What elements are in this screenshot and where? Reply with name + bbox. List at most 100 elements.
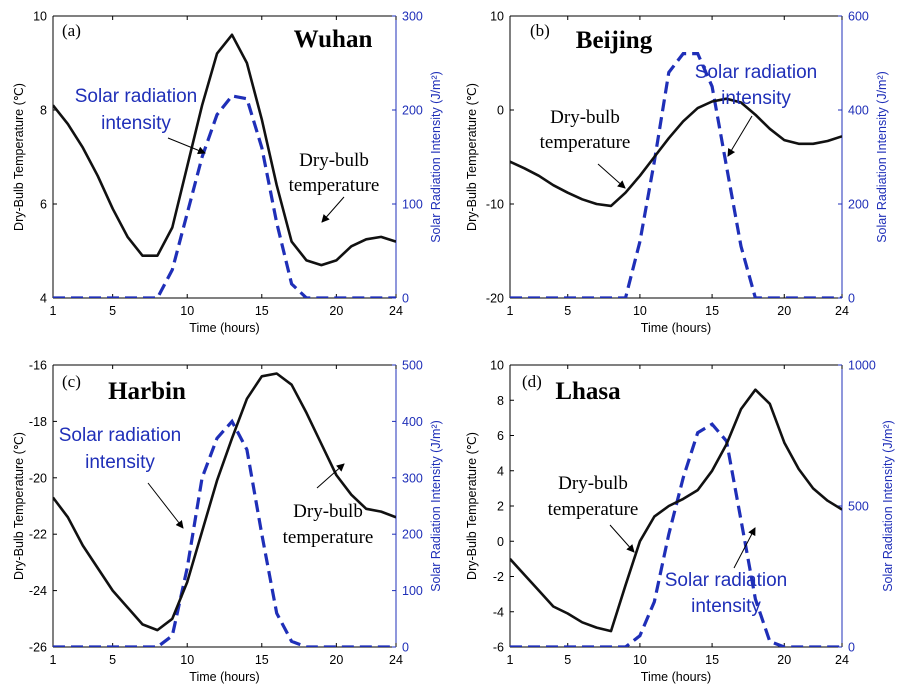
y-axis-label: Dry-Bulb Temperature (℃) [465, 432, 479, 580]
y-axis-label: Dry-Bulb Temperature (℃) [12, 432, 26, 580]
dry-bulb-temperature-line [510, 388, 842, 633]
annotation-text: temperature [283, 527, 374, 548]
y-tick-label: -24 [29, 584, 47, 598]
y2-tick-label: 500 [848, 500, 869, 514]
y2-tick-label: 200 [848, 198, 869, 212]
x-tick-label: 24 [835, 653, 849, 667]
y-tick-label: -2 [493, 570, 504, 584]
x-tick-label: 24 [389, 653, 403, 667]
y-tick-label: -20 [486, 292, 504, 306]
annotation-arrow [167, 137, 206, 155]
y-tick-label: -22 [29, 528, 47, 542]
y-tick-label: 10 [33, 10, 47, 24]
annotation-text: Solar radiation [665, 570, 788, 591]
x-tick-label: 10 [180, 304, 194, 318]
y2-axis-label: Solar Radiation Intensity (J/m²) [429, 420, 443, 592]
x-axis-label: Time (hours) [189, 670, 259, 684]
city-title: Beijing [576, 27, 653, 54]
y2-tick-label: 100 [402, 584, 423, 598]
x-tick-label: 15 [705, 304, 719, 318]
y-tick-label: 8 [40, 104, 47, 118]
annotation-text: intensity [721, 88, 791, 109]
y-tick-label: 4 [40, 292, 47, 306]
x-tick-label: 5 [564, 304, 571, 318]
y-axis-label: Dry-Bulb Temperature (℃) [12, 83, 26, 231]
annotation-arrow [597, 163, 626, 189]
city-title: Wuhan [294, 26, 373, 53]
y-axis-label: Dry-Bulb Temperature (℃) [465, 83, 479, 231]
annotation-arrow [733, 527, 756, 569]
x-tick-label: 15 [705, 653, 719, 667]
annotation-arrow [727, 115, 753, 157]
annotation-text: intensity [85, 452, 155, 473]
annotation-text: Solar radiation [695, 62, 818, 83]
x-tick-label: 24 [835, 304, 849, 318]
annotation-text: Dry-bulb [550, 107, 620, 128]
x-tick-label: 5 [109, 304, 116, 318]
x-tick-label: 5 [109, 653, 116, 667]
y-tick-label: -26 [29, 641, 47, 655]
x-tick-label: 1 [50, 304, 57, 318]
x-tick-label: 10 [633, 653, 647, 667]
chart-panel-harbin: 1 5 10 15 20 24-26-24-22-20-18-16010020030040… [12, 359, 443, 685]
y2-axis-label: Solar Radiation Intensity (J/m²) [429, 71, 443, 243]
annotation-arrow [147, 482, 184, 529]
annotation-text: Solar radiation [75, 86, 198, 107]
x-axis-label: Time (hours) [189, 321, 259, 335]
annotation-text: Solar radiation [59, 425, 182, 446]
solar-radiation-line [510, 51, 842, 298]
panel-label: (b) [530, 21, 550, 40]
y-tick-label: -6 [493, 641, 504, 655]
y-tick-label: -20 [29, 471, 47, 485]
x-tick-label: 20 [777, 653, 791, 667]
annotation-text: intensity [691, 596, 761, 617]
x-tick-label: 1 [50, 653, 57, 667]
annotation-text: temperature [548, 499, 639, 520]
x-tick-label: 15 [255, 653, 269, 667]
y-tick-label: -16 [29, 359, 47, 373]
x-tick-label: 1 [507, 304, 514, 318]
y2-tick-label: 600 [848, 10, 869, 24]
y-tick-label: 4 [497, 464, 504, 478]
y-tick-label: 6 [497, 429, 504, 443]
y2-tick-label: 400 [402, 415, 423, 429]
y-tick-label: 10 [490, 10, 504, 24]
dry-bulb-temperature-line [510, 97, 842, 208]
y-tick-label: -10 [486, 198, 504, 212]
panel-label: (a) [62, 21, 81, 40]
y2-tick-label: 200 [402, 104, 423, 118]
annotation-text: temperature [540, 132, 631, 153]
annotation-text: temperature [289, 175, 380, 196]
annotation-text: Dry-bulb [293, 501, 363, 522]
y2-tick-label: 300 [402, 10, 423, 24]
y2-tick-label: 300 [402, 471, 423, 485]
x-tick-label: 1 [507, 653, 514, 667]
city-title: Harbin [108, 378, 186, 405]
x-tick-label: 24 [389, 304, 403, 318]
annotation-arrow [321, 196, 345, 223]
y2-tick-label: 0 [402, 292, 409, 306]
dry-bulb-temperature-line [53, 372, 396, 632]
y2-tick-label: 0 [848, 292, 855, 306]
x-tick-label: 10 [180, 653, 194, 667]
y-tick-label: 2 [497, 500, 504, 514]
y2-tick-label: 100 [402, 198, 423, 212]
x-tick-label: 5 [564, 653, 571, 667]
y-tick-label: 10 [490, 359, 504, 373]
y-tick-label: 0 [497, 104, 504, 118]
y-tick-label: 8 [497, 394, 504, 408]
y2-axis-label: Solar Radiation Intensity (J/m²) [875, 71, 889, 243]
annotation-arrow [316, 463, 345, 489]
y-tick-label: -18 [29, 415, 47, 429]
panel-label: (d) [522, 372, 542, 391]
y2-axis-label: Solar Radiation Intensity (J/m²) [881, 420, 895, 592]
y2-tick-label: 0 [402, 641, 409, 655]
x-tick-label: 15 [255, 304, 269, 318]
dry-bulb-temperature-line [53, 33, 396, 267]
y2-tick-label: 500 [402, 359, 423, 373]
y-tick-label: -4 [493, 605, 504, 619]
x-axis-label: Time (hours) [641, 670, 711, 684]
